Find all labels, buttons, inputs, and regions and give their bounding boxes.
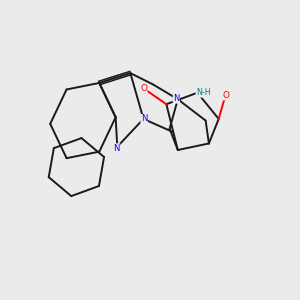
Text: N-H: N-H (196, 88, 211, 97)
Text: O: O (140, 84, 147, 93)
Text: N: N (173, 94, 179, 103)
Text: N: N (113, 144, 120, 153)
Text: N: N (141, 114, 147, 123)
Text: O: O (222, 91, 229, 100)
